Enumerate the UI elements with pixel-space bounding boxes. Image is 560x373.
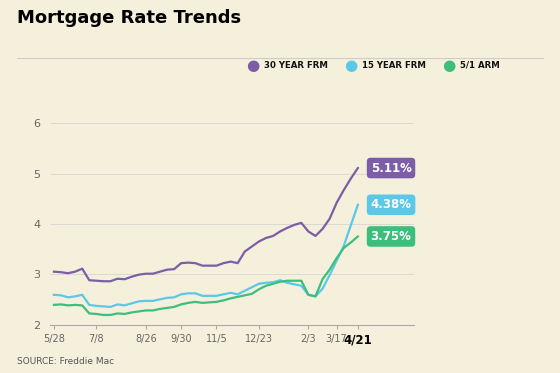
- Text: SOURCE: Freddie Mac: SOURCE: Freddie Mac: [17, 357, 114, 366]
- Text: Mortgage Rate Trends: Mortgage Rate Trends: [17, 9, 241, 27]
- Text: ●: ●: [344, 58, 358, 73]
- Text: 30 YEAR FRM: 30 YEAR FRM: [264, 61, 328, 70]
- Text: 4.38%: 4.38%: [371, 198, 412, 211]
- Text: ●: ●: [442, 58, 456, 73]
- Text: ●: ●: [246, 58, 260, 73]
- Text: 15 YEAR FRM: 15 YEAR FRM: [362, 61, 426, 70]
- Text: 5/1 ARM: 5/1 ARM: [460, 61, 500, 70]
- Text: 3.75%: 3.75%: [371, 230, 412, 243]
- Text: 5.11%: 5.11%: [371, 162, 412, 175]
